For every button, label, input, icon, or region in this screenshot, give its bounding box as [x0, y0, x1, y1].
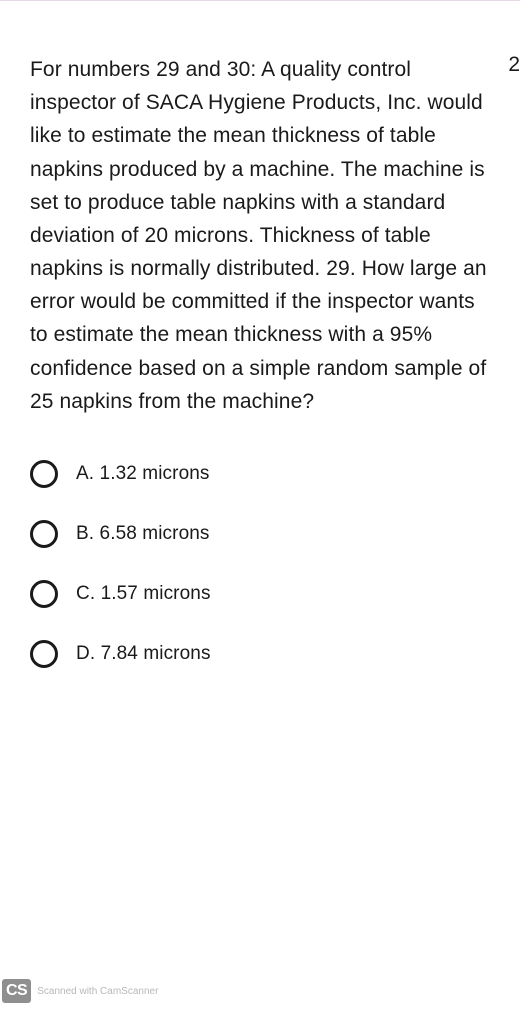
- option-label: A. 1.32 microns: [76, 463, 210, 485]
- camscanner-footer: CS Scanned with CamScanner: [0, 979, 158, 1003]
- scanned-text: Scanned with CamScanner: [37, 986, 158, 997]
- option-a[interactable]: A. 1.32 microns: [30, 460, 496, 488]
- options-list: A. 1.32 microns B. 6.58 microns C. 1.57 …: [30, 460, 496, 668]
- option-label: C. 1.57 microns: [76, 583, 211, 605]
- cs-badge-icon: CS: [2, 979, 31, 1003]
- radio-icon: [30, 520, 58, 548]
- radio-icon: [30, 580, 58, 608]
- radio-icon: [30, 460, 58, 488]
- option-label: B. 6.58 microns: [76, 523, 210, 545]
- points-badge: 2: [508, 53, 520, 77]
- option-b[interactable]: B. 6.58 microns: [30, 520, 496, 548]
- radio-icon: [30, 640, 58, 668]
- option-label: D. 7.84 microns: [76, 643, 211, 665]
- option-d[interactable]: D. 7.84 microns: [30, 640, 496, 668]
- option-c[interactable]: C. 1.57 microns: [30, 580, 496, 608]
- question-text: For numbers 29 and 30: A quality control…: [30, 53, 496, 418]
- question-block: For numbers 29 and 30: A quality control…: [0, 1, 520, 668]
